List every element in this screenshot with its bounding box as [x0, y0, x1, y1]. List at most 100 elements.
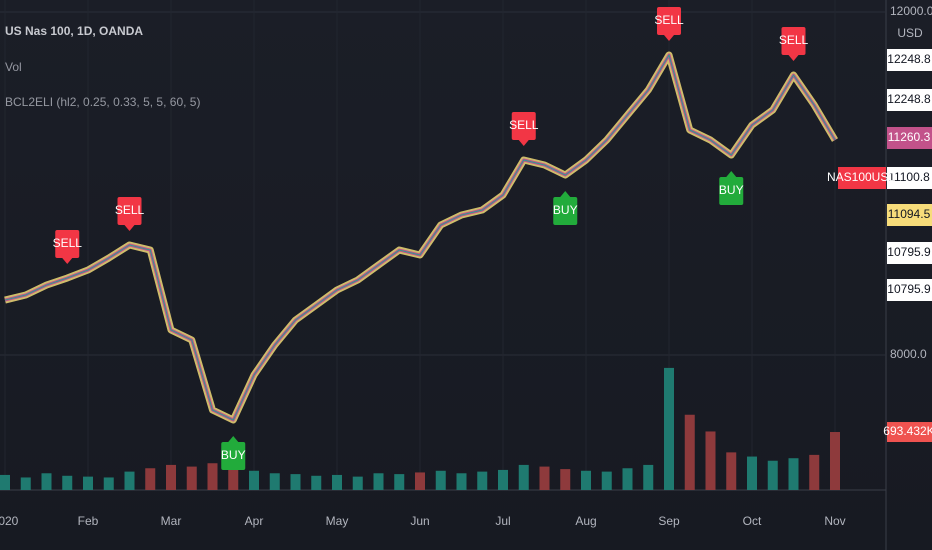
volume-bar — [601, 471, 612, 490]
x-tick-label: May — [326, 514, 349, 528]
price-tag: 11260.3 — [888, 130, 931, 144]
volume-bar — [684, 414, 695, 490]
price-tag-bg — [887, 242, 932, 264]
signal-pointer — [518, 140, 529, 147]
x-tick-label: 2020 — [0, 514, 19, 528]
volume-tag: 693.432K — [883, 424, 932, 438]
volume-bar — [560, 469, 571, 490]
price-tag-bg — [887, 49, 932, 71]
price-tag-bg — [887, 167, 932, 189]
volume-bar — [518, 464, 529, 490]
signal-pointer — [124, 225, 135, 231]
signal-box — [719, 177, 744, 206]
symbol-tag: NAS100USD — [827, 170, 897, 184]
price-pane — [4, 51, 839, 424]
signals: SELL SELL BUY SELL BUY SELL BUY SELL — [53, 6, 809, 471]
signal-pointer — [228, 436, 239, 443]
volume-bar — [207, 463, 218, 490]
signal-label: SELL — [115, 203, 145, 217]
volume-bar — [435, 470, 446, 490]
x-tick-label: Jul — [495, 514, 510, 528]
signal-box — [781, 27, 806, 56]
symbol-tag-bg — [838, 167, 886, 189]
volume-bar — [664, 367, 674, 490]
volume-bar — [332, 474, 342, 490]
price-tag: 12248.8 — [887, 52, 931, 66]
volume-bar — [352, 476, 363, 490]
volume-bar — [581, 470, 591, 490]
x-tick-label: Sep — [658, 514, 680, 528]
y-tick-label: 12000.0 — [890, 4, 932, 18]
signal-label: SELL — [53, 236, 83, 250]
indicator-title: BCL2ELI (hl2, 0.25, 0.33, 5, 5, 60, 5) — [5, 95, 200, 109]
signal-label: SELL — [779, 33, 809, 47]
volume-bar — [290, 474, 301, 490]
price-tag-bg — [887, 127, 932, 149]
price-core — [4, 54, 836, 421]
volume-bar — [788, 458, 799, 490]
volume-bar — [643, 464, 654, 490]
chart-title: US Nas 100, 1D, OANDA — [5, 24, 143, 38]
signal-pointer — [788, 55, 799, 62]
price-tag-bg — [887, 204, 932, 226]
signal-box — [511, 112, 536, 141]
price-tag: 10795.9 — [887, 282, 931, 296]
volume-bar — [166, 464, 176, 490]
signal-label: SELL — [509, 118, 539, 132]
volume-tag-bg — [887, 422, 932, 443]
signal-label: SELL — [654, 13, 684, 27]
signal-box — [221, 442, 246, 471]
x-tick-label: Jun — [410, 514, 429, 528]
signal-box — [657, 6, 681, 35]
volume-bar — [0, 474, 10, 490]
volume-bar — [498, 469, 508, 490]
signal-pointer — [726, 171, 737, 178]
volume-bar — [726, 452, 737, 490]
x-tick-label: Apr — [245, 514, 264, 528]
volume-bar — [228, 468, 239, 490]
signal-pointer — [560, 191, 571, 198]
volume-bar — [767, 460, 778, 490]
volume-bar — [83, 476, 93, 490]
volume-title: Vol — [5, 60, 22, 74]
volume-bar — [145, 468, 156, 490]
volume-bar — [705, 431, 716, 490]
price-tag: 12248.8 — [887, 92, 931, 106]
y-tick-label: 8000.0 — [890, 347, 927, 361]
signal-label: BUY — [221, 448, 246, 462]
y-unit: USD — [897, 26, 923, 40]
price-scale: 12000.0 8000.0 693.432K 12248.8 12248.8 11260… — [827, 4, 932, 443]
volume-bar — [747, 456, 757, 490]
price-tag-bg — [887, 279, 932, 301]
signal-label: BUY — [553, 203, 578, 217]
volume-bar — [103, 477, 114, 490]
volume-bar — [809, 454, 820, 490]
volume-bar — [477, 471, 488, 490]
volume-bar — [124, 471, 135, 490]
volume-bar — [41, 473, 52, 490]
signal-box — [553, 197, 578, 226]
signal-box — [55, 230, 80, 259]
volume-bar — [269, 473, 280, 490]
volume-bar — [415, 472, 425, 490]
signal-pointer — [62, 258, 73, 265]
volume-bar — [186, 466, 197, 490]
volume-pane — [0, 367, 840, 490]
volume-bar — [539, 466, 550, 490]
volume-bar — [622, 468, 633, 490]
volume-bar — [373, 473, 384, 490]
price-tag: 11094.5 — [888, 207, 931, 221]
price-tag: 11100.8 — [888, 170, 930, 184]
price-tag: 10795.9 — [887, 245, 931, 259]
volume-bar — [62, 475, 73, 490]
x-tick-label: Nov — [824, 514, 845, 528]
volume-bar — [456, 473, 467, 490]
volume-bar — [830, 432, 840, 490]
x-tick-label: Oct — [743, 514, 762, 528]
price-tag-bg — [887, 89, 932, 111]
grid — [0, 0, 886, 490]
x-tick-label: Aug — [575, 514, 596, 528]
volume-bar — [20, 477, 31, 490]
volume-bar — [249, 470, 259, 490]
